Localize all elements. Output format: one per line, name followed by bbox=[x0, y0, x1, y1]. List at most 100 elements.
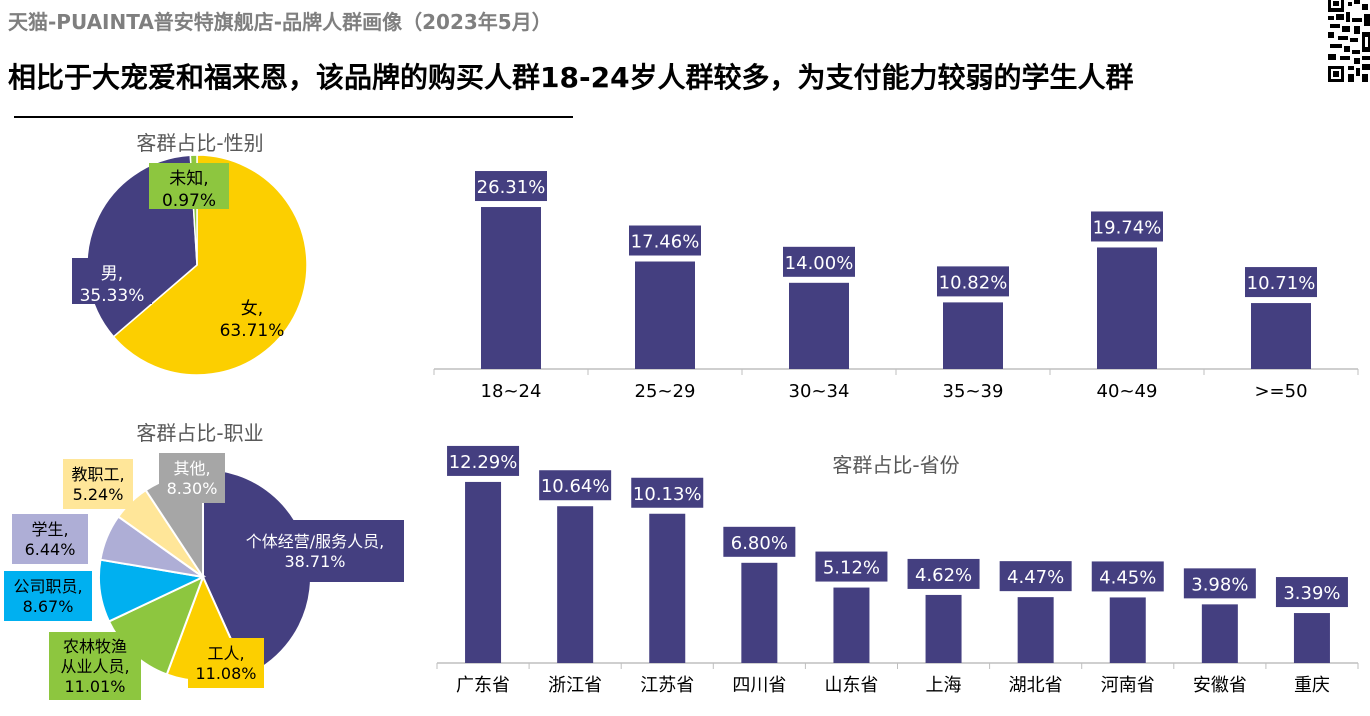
prov-bars-data-label-bg-4 bbox=[815, 551, 888, 582]
occupation-label-bg-2 bbox=[49, 632, 141, 700]
occupation-data-label-5: 5.24% bbox=[73, 485, 124, 504]
occupation-data-label-2: 从业人员, bbox=[60, 657, 129, 676]
prov-bars-data-label-4: 5.12% bbox=[823, 558, 880, 579]
occupation-pie-chart: 个体经营/服务人员,38.71% 工人,11.08% 农林牧渔从业人员,11.01%… bbox=[4, 453, 404, 700]
age-bars-data-label-bg-4 bbox=[1091, 211, 1163, 242]
prov-bars-category-label-2: 江苏省 bbox=[640, 675, 694, 696]
prov-bars-category-label-3: 四川省 bbox=[732, 675, 786, 696]
occupation-label-bg-6 bbox=[159, 453, 225, 503]
age-bars-data-label-bg-3 bbox=[937, 266, 1009, 297]
occupation-data-label-2: 11.01% bbox=[64, 677, 125, 696]
prov-bars-data-label-bg-3 bbox=[723, 526, 796, 557]
occupation-label-bg-1 bbox=[188, 638, 264, 688]
age-bars-data-label-bg-0 bbox=[475, 171, 547, 202]
age-bars-category-label-2: 30~34 bbox=[789, 381, 850, 402]
prov-bars-data-label-bg-5 bbox=[907, 558, 980, 589]
gender-pie-chart: 女,63.71% 男,35.33% 未知,0.97% bbox=[72, 154, 308, 376]
prov-bars-data-label-bg-2 bbox=[631, 477, 704, 508]
prov-bars-bar-5 bbox=[925, 594, 962, 663]
prov-bars-data-label-7: 4.45% bbox=[1099, 567, 1156, 588]
gender-data-label-0: 女, bbox=[241, 299, 263, 319]
report-headline: 相比于大宠爱和福来恩，该品牌的购买人群18-24岁人群较多，为支付能力较弱的学生… bbox=[8, 61, 1134, 94]
occupation-data-label-5: 教职工, bbox=[71, 465, 124, 484]
prov-bars-bar-0 bbox=[465, 481, 502, 663]
prov-bars-category-label-0: 广东省 bbox=[456, 675, 510, 696]
qr-code-icon bbox=[1324, 0, 1370, 84]
age-bars-bar-3 bbox=[943, 302, 1003, 369]
age-bars-bar-2 bbox=[789, 282, 849, 369]
prov-bars-data-label-9: 3.39% bbox=[1283, 583, 1340, 604]
age-bars-data-label-5: 10.71% bbox=[1247, 273, 1316, 294]
gender-slice-0 bbox=[112, 154, 308, 376]
occupation-data-label-1: 11.08% bbox=[195, 664, 256, 683]
prov-bars-category-label-9: 重庆 bbox=[1294, 675, 1330, 696]
occupation-label-bg-5 bbox=[63, 459, 133, 509]
gender-data-label-0: 63.71% bbox=[220, 321, 285, 341]
occupation-data-label-3: 8.67% bbox=[23, 597, 74, 616]
age-bars-category-label-5: >=50 bbox=[1254, 381, 1307, 402]
prov-bars-data-label-bg-8 bbox=[1183, 568, 1256, 599]
prov-bars-data-label-6: 4.47% bbox=[1007, 567, 1064, 588]
age-bars-data-label-bg-2 bbox=[783, 246, 855, 277]
prov-bars-data-label-3: 6.80% bbox=[731, 533, 788, 554]
age-bars-data-label-0: 26.31% bbox=[477, 177, 546, 198]
prov-bars-category-label-8: 安徽省 bbox=[1193, 675, 1247, 696]
occupation-data-label-3: 公司职员, bbox=[13, 577, 82, 596]
prov-bars-bar-9 bbox=[1293, 613, 1330, 663]
occupation-data-label-6: 8.30% bbox=[167, 479, 218, 498]
age-bars-bar-4 bbox=[1097, 247, 1157, 369]
divider bbox=[14, 116, 573, 118]
prov-bars-category-label-7: 河南省 bbox=[1101, 675, 1155, 696]
prov-bars-category-label-6: 湖北省 bbox=[1009, 675, 1063, 696]
age-bars-category-label-0: 18~24 bbox=[481, 381, 542, 402]
prov-bars-category-label-5: 上海 bbox=[926, 675, 962, 696]
occupation-label-bg-0 bbox=[226, 520, 404, 582]
occupation-label-bg-3 bbox=[4, 571, 92, 621]
prov-bars-bar-1 bbox=[557, 506, 594, 663]
age-bars-data-label-1: 17.46% bbox=[631, 232, 700, 253]
occupation-data-label-6: 其他, bbox=[173, 459, 210, 478]
age-bars-data-label-bg-5 bbox=[1245, 267, 1317, 298]
occupation-data-label-1: 工人, bbox=[207, 644, 244, 663]
prov-bars-bar-3 bbox=[741, 562, 778, 663]
prov-bars-category-label-4: 山东省 bbox=[824, 675, 878, 696]
gender-label-bg-1 bbox=[72, 258, 152, 304]
age-bars-data-label-2: 14.00% bbox=[785, 253, 854, 274]
age-bars-data-label-bg-1 bbox=[629, 225, 701, 256]
age-bars-bar-0 bbox=[481, 207, 541, 369]
prov-bars-data-label-bg-0 bbox=[447, 445, 520, 476]
prov-bars-bar-7 bbox=[1109, 597, 1146, 663]
prov-bars-data-label-bg-6 bbox=[999, 561, 1072, 592]
age-bar-chart: 26.31% 18~24 17.46% 25~29 14.00% 30~34 10.82% 3… bbox=[433, 171, 1359, 402]
gender-data-label-2: 未知, bbox=[169, 169, 208, 189]
prov-bars-data-label-bg-1 bbox=[539, 470, 612, 501]
gender-data-label-1: 男, bbox=[101, 264, 123, 284]
prov-bars-bar-8 bbox=[1201, 604, 1238, 663]
occupation-data-label-2: 农林牧渔 bbox=[63, 637, 127, 656]
age-bars-category-label-4: 40~49 bbox=[1097, 381, 1158, 402]
occupation-data-label-0: 38.71% bbox=[284, 552, 345, 571]
prov-bars-bar-2 bbox=[649, 513, 686, 663]
age-bars-category-label-3: 35~39 bbox=[943, 381, 1004, 402]
province-chart-title: 客群占比-省份 bbox=[832, 453, 959, 477]
occupation-data-label-0: 个体经营/服务人员, bbox=[246, 532, 384, 551]
gender-label-bg-2 bbox=[149, 163, 229, 209]
prov-bars-data-label-5: 4.62% bbox=[915, 565, 972, 586]
prov-bars-data-label-0: 12.29% bbox=[449, 452, 518, 473]
age-bars-data-label-3: 10.82% bbox=[939, 272, 1008, 293]
age-bars-bar-1 bbox=[635, 261, 695, 369]
gender-data-label-2: 0.97% bbox=[162, 191, 216, 211]
age-bars-category-label-1: 25~29 bbox=[635, 381, 696, 402]
prov-bars-data-label-bg-9 bbox=[1275, 577, 1348, 608]
occupation-data-label-4: 6.44% bbox=[25, 540, 76, 559]
province-bar-chart: 12.29% 广东省 10.64% 浙江省 10.13% 江苏省 6.80% 四川省 5.12%… bbox=[436, 445, 1359, 696]
prov-bars-data-label-2: 10.13% bbox=[633, 484, 702, 505]
occupation-label-bg-4 bbox=[12, 514, 88, 564]
gender-chart-title: 客群占比-性别 bbox=[136, 131, 263, 155]
prov-bars-data-label-8: 3.98% bbox=[1191, 574, 1248, 595]
age-bars-bar-5 bbox=[1251, 303, 1311, 369]
age-bars-data-label-4: 19.74% bbox=[1093, 217, 1162, 238]
prov-bars-bar-4 bbox=[833, 587, 870, 663]
occupation-data-label-4: 学生, bbox=[31, 520, 68, 539]
